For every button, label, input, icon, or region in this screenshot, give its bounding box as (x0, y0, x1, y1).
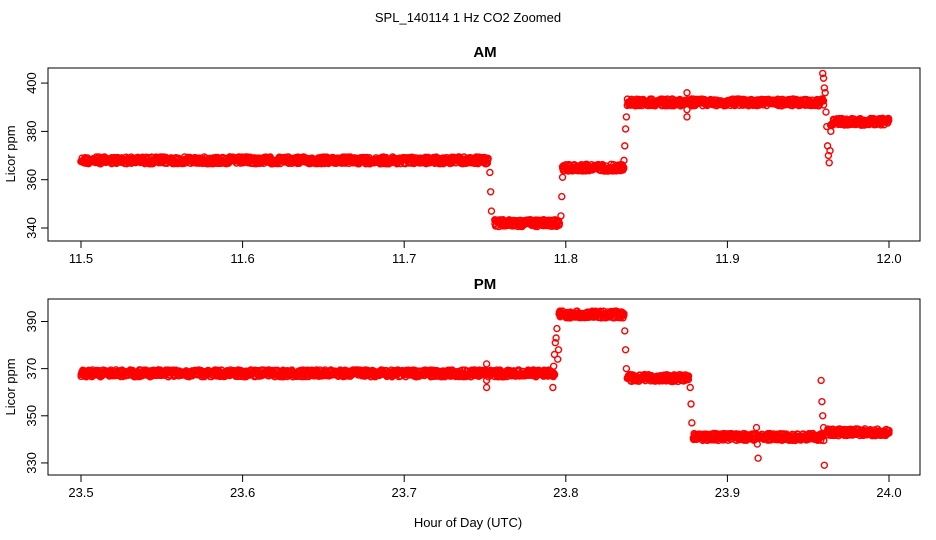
am-y-tick-label: 380 (24, 121, 39, 143)
pm-data-point (819, 412, 827, 420)
pm-y-tick-label: 390 (24, 311, 39, 333)
pm-y-tick-label: 350 (24, 405, 39, 427)
am-data-point (621, 125, 630, 133)
am-data-point (820, 84, 829, 92)
am-plot-frame (47, 67, 921, 242)
pm-data-point (686, 383, 694, 392)
pm-y-axis-label: Licor ppm (3, 358, 18, 415)
pm-data-point (554, 346, 563, 354)
am-data-points (77, 69, 893, 231)
pm-x-tick-label: 23.9 (715, 485, 740, 500)
am-data-point (558, 192, 566, 201)
am-data-point (620, 156, 628, 165)
am-data-point (555, 221, 563, 229)
am-y-tick-label: 400 (24, 72, 39, 94)
pm-data-point (482, 360, 491, 368)
am-x-tick-label: 11.5 (69, 251, 93, 266)
pm-data-point (549, 383, 557, 392)
pm-data-point (819, 423, 828, 432)
pm-x-tick-label: 23.5 (68, 485, 93, 500)
pm-plot-frame (47, 298, 921, 476)
pm-data-point (553, 324, 561, 333)
pm-data-point (820, 461, 829, 469)
am-x-tick-label: 11.9 (715, 251, 739, 266)
pm-data-point (551, 339, 559, 347)
pm-y-tick-label: 330 (24, 452, 39, 474)
pm-data-point (885, 426, 893, 435)
am-data-point (683, 113, 691, 121)
am-data-point (683, 89, 691, 97)
am-data-point (827, 127, 835, 136)
am-data-point (819, 97, 828, 105)
pm-data-point (752, 423, 761, 432)
pm-data-point (621, 327, 629, 335)
pm-data-point (482, 383, 491, 392)
am-data-point (557, 212, 565, 220)
pm-x-tick-label: 23.6 (230, 485, 255, 500)
am-data-point (683, 105, 691, 114)
pm-panel-title: PM (474, 276, 497, 293)
am-data-point (621, 142, 629, 150)
am-data-point (487, 207, 496, 215)
am-y-tick-label: 360 (24, 169, 39, 191)
am-data-point (558, 173, 567, 181)
pm-data-point (552, 334, 560, 342)
am-data-point (823, 122, 831, 131)
am-data-point (825, 159, 833, 167)
am-data-point (819, 101, 828, 109)
pm-data-point (622, 364, 631, 373)
pm-data-point (621, 346, 630, 354)
pm-data-point (885, 429, 893, 437)
am-data-point (619, 163, 628, 171)
am-data-point (822, 108, 830, 116)
am-data-point (884, 114, 893, 123)
pm-axes: 23.5 23.6 23.7 23.8 23.9 24.0 330 350 370 390 (24, 311, 902, 500)
am-data-point (826, 147, 834, 155)
pm-data-point (620, 311, 628, 319)
am-axes: 11.5 11.6 11.7 11.8 11.9 12.0 340 360 380 400 (24, 72, 902, 266)
figure-x-axis-label: Hour of Day (UTC) (414, 515, 522, 530)
pm-panel: PM Licor ppm 23.5 23.6 23.7 23.8 23.9 24.0 330… (3, 276, 921, 500)
pm-data-point (817, 376, 825, 385)
am-y-tick-label: 340 (24, 217, 39, 239)
pm-data-point (753, 440, 761, 448)
am-data-point (486, 188, 495, 196)
pm-data-point (818, 397, 826, 406)
pm-data-point (684, 372, 693, 380)
pm-x-tick-label: 24.0 (876, 485, 901, 500)
am-x-tick-label: 12.0 (876, 251, 901, 266)
am-panel-title: AM (473, 44, 496, 61)
am-x-tick-label: 11.8 (554, 251, 578, 266)
am-y-axis-label: Licor ppm (3, 125, 18, 182)
am-data-point (484, 154, 492, 163)
pm-data-point (554, 355, 562, 363)
pm-data-point (684, 375, 693, 384)
am-panel: AM Licor ppm 11.5 11.6 11.7 11.8 11.9 12.0 340… (3, 44, 921, 266)
am-data-point (483, 159, 492, 167)
am-data-point (486, 168, 494, 177)
pm-y-tick-label: 370 (24, 358, 39, 380)
am-data-point (819, 74, 828, 82)
am-data-point (622, 113, 631, 121)
pm-data-point (550, 371, 559, 379)
pm-data-point (549, 362, 558, 370)
pm-data-points (77, 307, 893, 469)
pm-x-tick-label: 23.7 (392, 485, 417, 500)
am-data-point (819, 69, 827, 78)
figure-title: SPL_140114 1 Hz CO2 Zoomed (375, 10, 561, 25)
pm-data-point (754, 454, 762, 462)
am-x-tick-label: 11.7 (392, 251, 416, 266)
am-data-point (821, 89, 829, 97)
am-x-tick-label: 11.6 (230, 251, 254, 266)
pm-data-point (688, 419, 696, 427)
pm-data-point (687, 400, 695, 408)
pm-data-point (482, 376, 491, 385)
pm-x-tick-label: 23.8 (553, 485, 578, 500)
